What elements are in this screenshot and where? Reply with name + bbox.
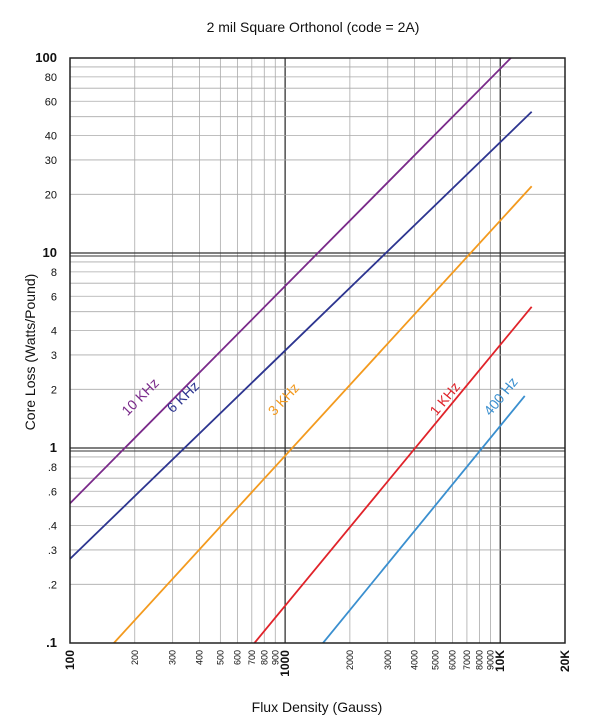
y-tick-label: 60	[45, 96, 57, 108]
y-tick-label: 40	[45, 131, 57, 143]
y-tick-label: .6	[48, 486, 57, 498]
y-axis-title: Core Loss (Watts/Pound)	[22, 274, 38, 431]
grid	[70, 58, 565, 643]
x-tick-label: 100	[63, 650, 77, 670]
series-label-2: 3 KHz	[265, 380, 303, 419]
y-tick-label: .4	[48, 521, 57, 533]
x-tick-label: 9000	[485, 650, 495, 670]
series-line-2	[113, 185, 533, 644]
series-lines	[69, 57, 533, 644]
x-tick-label: 7000	[462, 650, 472, 670]
y-tick-label: .1	[46, 635, 57, 650]
y-tick-label: 6	[51, 291, 57, 303]
x-tick-label: 700	[247, 650, 257, 665]
plot-frame	[69, 57, 566, 644]
y-tick-label: 8	[51, 267, 57, 279]
y-tick-label: 2	[51, 384, 57, 396]
y-tick-label: .8	[48, 462, 57, 474]
x-tick-label: 400	[195, 650, 205, 665]
y-tick-labels: .1 .2 .3 .4 .6 .8 1 2 3 4 6 8 10 20 30 40 60 80 100	[35, 50, 57, 650]
x-tick-label: 6000	[448, 650, 458, 670]
x-tick-label: 20K	[558, 650, 572, 672]
x-tick-label: 300	[168, 650, 178, 665]
x-tick-label: 10K	[493, 650, 507, 672]
chart-title: 2 mil Square Orthonol (code = 2A)	[207, 19, 420, 35]
series-line-1	[69, 111, 533, 560]
x-tick-label: 3000	[383, 650, 393, 670]
y-tick-label: .2	[48, 579, 57, 591]
y-tick-label: 100	[35, 50, 57, 65]
y-tick-label: 20	[45, 189, 57, 201]
series-line-0	[69, 57, 512, 505]
y-tick-label: 3	[51, 350, 57, 362]
x-axis-title: Flux Density (Gauss)	[252, 699, 383, 715]
y-tick-label: 4	[51, 326, 57, 338]
x-tick-label: 500	[215, 650, 225, 665]
x-tick-label: 8000	[474, 650, 484, 670]
x-tick-label: 600	[232, 650, 242, 665]
series-line-3	[253, 306, 533, 644]
y-tick-label: 10	[43, 245, 57, 260]
series-label-0: 10 KHz	[118, 375, 162, 419]
y-tick-label: 80	[45, 72, 57, 84]
x-tick-label: 200	[130, 650, 140, 665]
x-tick-label: 4000	[410, 650, 420, 670]
series-label-1: 6 KHz	[164, 378, 203, 416]
x-tick-label: 900	[270, 650, 280, 665]
x-tick-label: 5000	[430, 650, 440, 670]
x-tick-label: 800	[259, 650, 269, 665]
x-tick-label: 1000	[278, 650, 292, 677]
series-labels: 10 KHz 6 KHz 3 KHz 1 KHz 400 Hz	[118, 374, 521, 419]
x-tick-label: 2000	[345, 650, 355, 670]
series-line-4	[322, 395, 526, 644]
y-tick-label: 30	[45, 155, 57, 167]
y-tick-label: .3	[48, 545, 57, 557]
y-tick-label: 1	[50, 440, 57, 455]
